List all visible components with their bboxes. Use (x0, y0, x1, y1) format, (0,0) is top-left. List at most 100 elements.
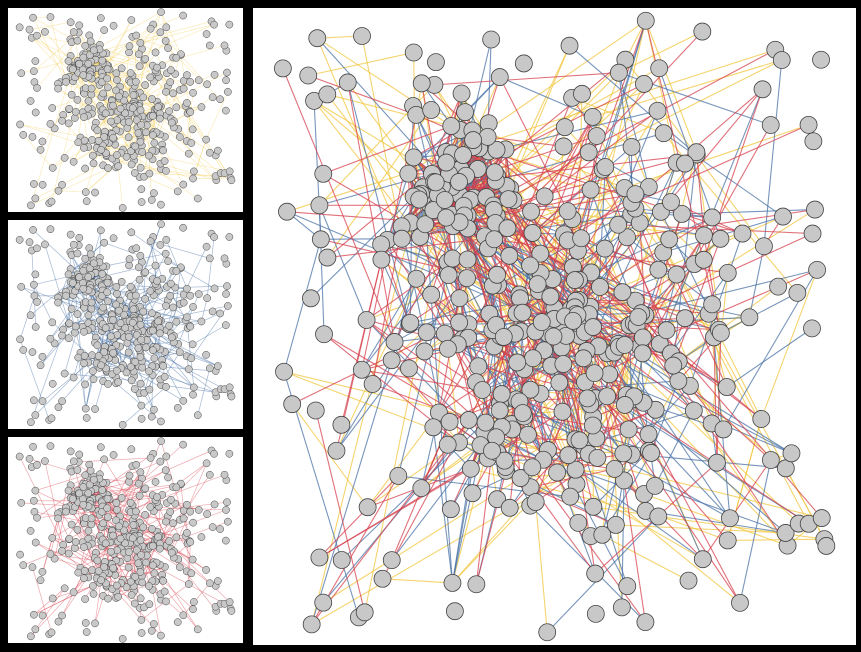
network-node (65, 534, 74, 543)
network-node (578, 389, 597, 408)
network-node (596, 158, 615, 176)
network-node (31, 411, 40, 419)
network-node (153, 493, 161, 502)
network-node (392, 229, 411, 248)
network-node (650, 59, 669, 78)
network-node (94, 136, 103, 145)
network-node (636, 11, 655, 30)
network-node (513, 404, 532, 422)
network-node (555, 118, 574, 137)
network-node (717, 378, 736, 396)
network-node (137, 414, 146, 423)
network-node (17, 499, 26, 507)
network-node (612, 598, 631, 617)
network-node (30, 496, 38, 505)
network-node (526, 493, 545, 511)
network-node (157, 631, 165, 640)
network-node (81, 404, 90, 413)
network-node (127, 362, 135, 371)
network-node (64, 486, 73, 495)
network-node (80, 543, 88, 552)
network-node (48, 318, 57, 327)
network-node (456, 103, 474, 122)
network-node (29, 226, 37, 234)
network-node (74, 138, 83, 147)
network-node (146, 73, 155, 82)
network-node (109, 101, 117, 110)
network-node (19, 346, 28, 354)
network-node (36, 576, 45, 585)
network-node (804, 132, 823, 151)
network-node (100, 238, 109, 247)
network-node (566, 460, 585, 479)
network-node (15, 23, 24, 32)
network-node (202, 242, 211, 251)
network-node (84, 59, 93, 68)
network-node (67, 90, 76, 99)
network-node (593, 525, 612, 544)
network-node (450, 173, 468, 191)
network-node (450, 313, 469, 332)
network-node (422, 101, 441, 119)
network-node (225, 449, 234, 458)
network-node (127, 160, 136, 169)
network-node (82, 628, 91, 636)
network-node (197, 103, 206, 111)
network-node (169, 519, 177, 528)
network-node (86, 466, 95, 475)
network-node (66, 447, 75, 456)
network-node (36, 361, 45, 370)
network-node (67, 304, 76, 313)
network-node (104, 164, 112, 172)
network-node (167, 495, 175, 504)
network-node (98, 270, 107, 278)
network-node (190, 598, 198, 606)
network-node (127, 591, 136, 599)
network-node (205, 579, 214, 588)
network-node (227, 176, 236, 185)
combined-multilayer-network-graph (273, 11, 836, 642)
network-node (81, 41, 90, 50)
network-node (60, 369, 69, 378)
red-layer-network-panel (8, 437, 243, 643)
network-node (136, 251, 145, 260)
network-node (761, 116, 780, 134)
network-node (162, 166, 170, 175)
network-node (179, 514, 188, 523)
network-node (541, 287, 560, 306)
network-node (89, 367, 97, 376)
network-node (15, 452, 24, 461)
network-node (157, 437, 165, 445)
network-node (222, 106, 230, 115)
network-node (817, 537, 836, 555)
network-node (149, 542, 157, 550)
network-node (103, 288, 112, 297)
network-node (642, 444, 660, 462)
network-node (302, 289, 320, 308)
network-node (194, 290, 203, 298)
network-node (179, 397, 188, 405)
network-node (115, 92, 123, 101)
network-node (131, 572, 140, 581)
network-node (137, 121, 145, 129)
network-node (183, 71, 191, 79)
network-node (136, 379, 145, 388)
network-node (47, 414, 56, 423)
network-node (184, 365, 193, 374)
network-node (114, 162, 123, 171)
network-node (424, 418, 443, 437)
network-node (635, 75, 653, 93)
network-node (28, 133, 37, 141)
network-node (148, 525, 156, 533)
network-node (559, 446, 578, 465)
network-node (109, 349, 117, 357)
network-node (566, 271, 584, 289)
network-node (162, 517, 170, 526)
network-node (500, 246, 519, 265)
network-node (141, 81, 149, 89)
network-node (73, 249, 82, 258)
network-node (132, 331, 141, 339)
network-node (80, 144, 88, 152)
network-node (315, 325, 333, 344)
network-node (299, 66, 318, 85)
